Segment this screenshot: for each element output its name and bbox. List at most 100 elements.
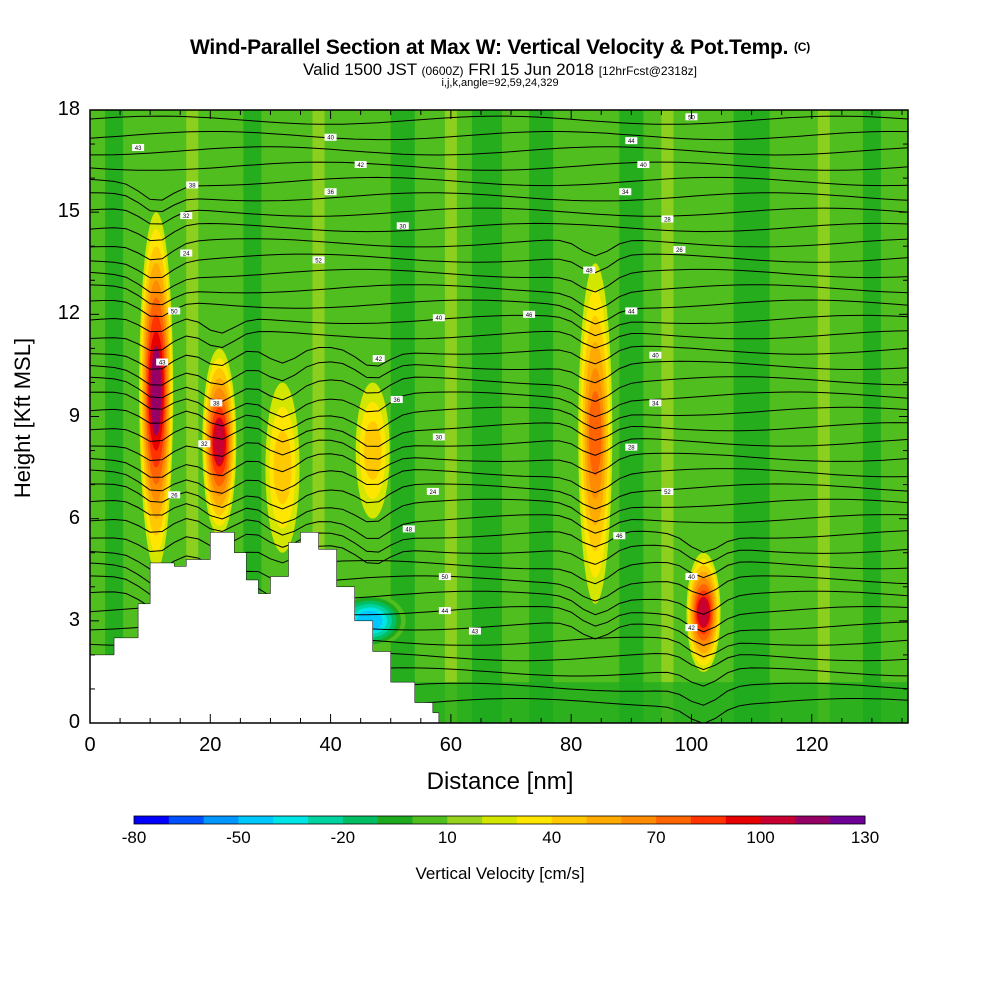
colorbar-tick-label: 70	[646, 828, 666, 847]
contour-label: 40	[436, 316, 443, 322]
isentrope-line	[90, 314, 908, 337]
y-tick-label: 0	[68, 711, 80, 733]
contour-label: 42	[375, 357, 382, 363]
contour-label: 44	[628, 309, 635, 315]
y-tick-label: 9	[68, 404, 80, 427]
y-tick-label: 15	[57, 200, 80, 223]
isentrope-line	[90, 176, 908, 201]
contour-label-box	[438, 573, 451, 581]
contour-label: 38	[213, 401, 220, 407]
contour-label: 48	[405, 527, 412, 533]
colorbar-tick-label: -50	[226, 828, 251, 847]
isentrope-line	[90, 360, 908, 386]
contour-label-box	[432, 433, 445, 441]
contour-label-box	[402, 525, 415, 533]
colorbar-swatch	[412, 816, 448, 824]
isentrope-line	[90, 483, 908, 510]
contour-label: 32	[183, 214, 190, 220]
isentrope-line	[90, 438, 908, 462]
contour-label-box	[649, 399, 662, 407]
contour-label: 36	[327, 190, 334, 196]
field-band	[444, 110, 457, 723]
colorbar-swatch	[238, 816, 274, 824]
contour-label-box	[324, 133, 337, 141]
contour-label: 42	[357, 163, 364, 169]
contour-label: 24	[183, 252, 190, 258]
contour-label-box	[180, 212, 193, 220]
contour-label: 40	[327, 136, 334, 142]
colorbar-swatch	[725, 816, 762, 824]
contour-label-box	[390, 395, 403, 403]
chart-title: Wind-Parallel Section at Max W: Vertical…	[189, 36, 811, 59]
isentrope-line	[90, 131, 908, 141]
isentrope-line	[90, 299, 908, 325]
contour-label: 44	[628, 139, 635, 145]
x-tick-label: 80	[560, 734, 583, 756]
contour-label-box	[619, 188, 632, 196]
contour-label: 50	[442, 575, 449, 581]
isentrope-line	[90, 268, 908, 294]
field-band	[529, 110, 554, 723]
contour-label-box	[685, 624, 698, 632]
y-axis-label: Height [Kft MSL]	[10, 337, 35, 499]
contour-label-box	[613, 532, 626, 540]
contour-label: 52	[315, 258, 322, 264]
colorbar-swatch	[586, 816, 622, 824]
field-band	[471, 110, 503, 723]
chart-valid-time: Valid 1500 JST (0600Z) FRI 15 Jun 2018 […	[303, 60, 697, 79]
isentropes	[90, 115, 908, 723]
isentrope-line	[90, 253, 908, 279]
field-band	[817, 110, 830, 723]
contour-label-box	[625, 137, 638, 145]
x-tick-label: 20	[199, 734, 222, 756]
contour-label-box	[523, 310, 536, 318]
contour-label-box	[198, 440, 211, 448]
contour-label: 28	[664, 217, 671, 223]
y-tick-label: 6	[68, 506, 80, 529]
updraft-core	[589, 390, 602, 477]
x-tick-label: 60	[439, 734, 462, 756]
contour-label: 46	[616, 534, 623, 540]
contour-label-box	[649, 351, 662, 359]
isentrope-line	[90, 284, 908, 311]
x-tick-label: 0	[84, 734, 96, 756]
colorbar-swatch	[342, 816, 379, 824]
contour-label-box	[210, 399, 223, 407]
contour-label: 26	[171, 493, 178, 499]
isentrope-line	[90, 222, 908, 242]
contour-label-box	[625, 443, 638, 451]
isentrope-line	[90, 238, 908, 261]
field-band	[661, 110, 674, 723]
contour-label: 50	[171, 309, 178, 315]
contour-label: 43	[135, 146, 142, 152]
isentrope-line	[90, 345, 908, 370]
x-tick-label: 120	[795, 734, 829, 756]
colorbar-swatch	[551, 816, 588, 824]
x-tick-label: 40	[319, 734, 342, 756]
colorbar-title: Vertical Velocity [cm/s]	[415, 864, 585, 883]
isentrope-line	[90, 422, 908, 447]
isentrope-line	[90, 161, 908, 171]
contour-label-box	[324, 188, 337, 196]
contour-label-box	[372, 355, 385, 363]
contour-label-box	[438, 607, 451, 615]
colorbar-swatch	[516, 816, 553, 824]
contour-label: 34	[622, 190, 629, 196]
contour-label-box	[673, 246, 686, 254]
contour-label-box	[186, 181, 199, 189]
contour-label-box	[468, 627, 481, 635]
colorbar-swatch	[308, 816, 344, 824]
contour-label: 26	[676, 248, 683, 254]
colorbar-tick-label: 100	[746, 828, 775, 847]
colorbar-tick-label: -80	[121, 828, 147, 847]
contour-label: 24	[429, 490, 436, 496]
isentrope-line	[90, 406, 908, 432]
contour-label: 36	[393, 398, 400, 404]
x-tick-label: 100	[674, 734, 709, 756]
colorbar-swatch	[830, 816, 866, 824]
colorbar-swatch	[482, 816, 518, 824]
updraft-core	[363, 421, 382, 480]
contour-label: 46	[526, 313, 533, 319]
heatmap-field: 50 40 44 43 42 40 38 36 34 32 30 28 26 24 52 48 46 50 40 44…	[90, 110, 908, 723]
y-tick-label: 12	[57, 302, 80, 325]
